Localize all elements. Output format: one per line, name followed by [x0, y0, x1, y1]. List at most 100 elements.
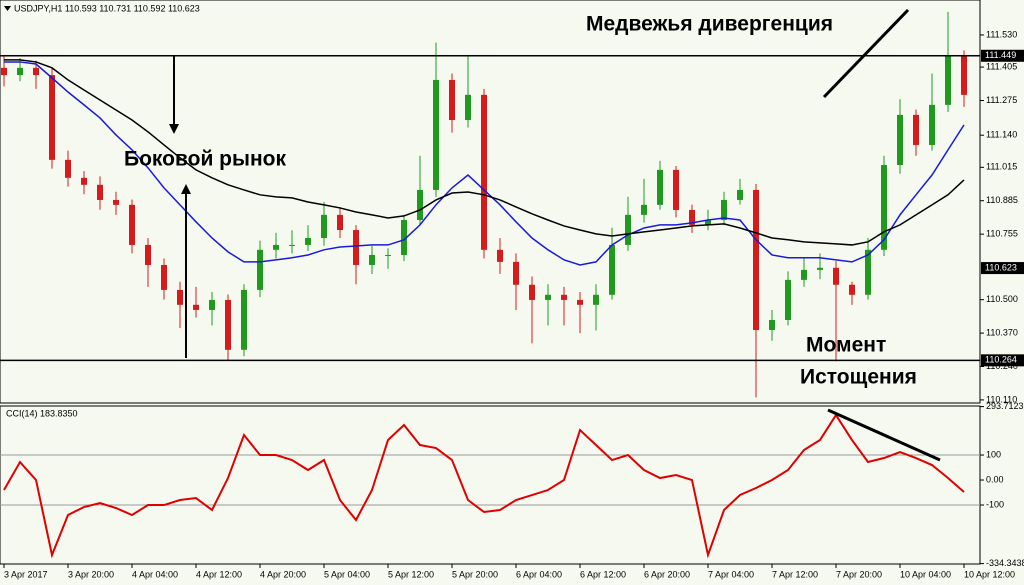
x-tick-label: 5 Apr 20:00	[452, 569, 498, 579]
candle-body	[881, 165, 887, 250]
y-tick-label: 110.370	[986, 327, 1018, 337]
candle-body	[49, 75, 55, 160]
x-tick-label: 10 Apr 04:00	[900, 569, 951, 579]
annotation: Медвежья дивергенция	[586, 13, 833, 36]
candle-body	[785, 279, 791, 320]
candle-body	[545, 294, 551, 300]
price-tag	[981, 49, 1024, 62]
x-tick-label: 6 Apr 12:00	[580, 569, 626, 579]
candle-body	[401, 220, 407, 255]
arrow-head	[169, 124, 179, 134]
candle-body	[753, 189, 759, 331]
candle-body	[801, 269, 807, 280]
candle-body	[705, 220, 711, 225]
candle-body	[833, 267, 839, 285]
candle-body	[257, 249, 263, 290]
x-tick-label: 6 Apr 20:00	[644, 569, 690, 579]
price-tag-label: 110.264	[985, 355, 1017, 365]
candle-body	[65, 159, 71, 178]
candle-body	[417, 189, 423, 221]
candle-body	[609, 244, 615, 295]
candle-body	[737, 189, 743, 200]
candle-body	[625, 214, 631, 245]
candle-body	[353, 230, 359, 265]
price-tag	[981, 262, 1024, 275]
candle-body	[145, 244, 151, 265]
candle-body	[17, 67, 23, 76]
y-tick-label: 111.530	[986, 29, 1017, 39]
candle-body	[817, 267, 823, 270]
y-tick-label: 111.405	[986, 61, 1017, 71]
x-tick-label: 4 Apr 20:00	[260, 569, 306, 579]
x-tick-label: 6 Apr 04:00	[516, 569, 562, 579]
candle-body	[369, 254, 375, 265]
candle-body	[33, 67, 39, 76]
candle-body	[721, 199, 727, 221]
candle-body	[641, 204, 647, 215]
divergence-line	[822, 8, 910, 99]
cci-panel	[0, 405, 981, 565]
y-tick-label: -334.3438	[986, 558, 1024, 568]
x-tick-label: 7 Apr 04:00	[708, 569, 754, 579]
candle-body	[81, 177, 87, 185]
x-tick-label: 10 Apr 12:00	[964, 569, 1015, 579]
candle-body	[769, 319, 775, 331]
x-tick-label: 5 Apr 12:00	[388, 569, 434, 579]
candle-body	[865, 249, 871, 295]
arrow-head	[181, 184, 191, 194]
candle-body	[433, 79, 439, 190]
candle-body	[529, 284, 535, 300]
candle-body	[241, 289, 247, 350]
candle-body	[273, 244, 279, 250]
candle-body	[673, 169, 679, 210]
y-tick-label: 111.275	[986, 95, 1017, 105]
price-panel	[0, 0, 981, 404]
x-tick-label: 3 Apr 20:00	[68, 569, 114, 579]
candle-body	[657, 169, 663, 205]
candle-body	[385, 254, 391, 256]
candle-body	[929, 104, 935, 145]
moving-average	[4, 61, 965, 266]
y-tick-label: 0.00	[986, 474, 1004, 484]
candle-body	[193, 304, 199, 310]
y-tick-label: -100	[986, 499, 1004, 509]
price-tag-label: 111.449	[985, 50, 1016, 60]
candle-body	[497, 249, 503, 262]
y-tick-label: 110.755	[986, 229, 1018, 239]
candle-body	[161, 264, 167, 290]
x-tick-label: 7 Apr 20:00	[836, 569, 882, 579]
candle-body	[305, 237, 311, 245]
y-tick-label: 293.7123	[986, 401, 1024, 411]
plot-layer	[0, 11, 980, 559]
annotation: Момент	[806, 334, 886, 357]
candle-body	[321, 214, 327, 238]
symbol-icon	[4, 6, 11, 11]
annotation: Истощения	[800, 366, 917, 389]
x-tick-label: 3 Apr 2017	[4, 569, 48, 579]
candle-body	[225, 299, 231, 350]
candle-body	[481, 94, 487, 250]
x-tick-label: 4 Apr 04:00	[132, 569, 178, 579]
y-tick-label: 110.110	[986, 394, 1017, 404]
candle-body	[465, 94, 471, 121]
cci-line	[3, 413, 965, 559]
candle-body	[177, 289, 183, 305]
candle-body	[289, 244, 295, 246]
moving-average	[4, 59, 965, 246]
candle-body	[897, 114, 903, 166]
y-tick-label: 110.885	[986, 195, 1018, 205]
annotation: Боковой рынок	[124, 148, 286, 171]
candle-body	[913, 114, 919, 145]
indicator-header: CCI(14) 183.8350	[6, 408, 78, 418]
x-tick-label: 5 Apr 04:00	[324, 569, 370, 579]
price-tag	[981, 354, 1024, 367]
y-tick-label: 111.015	[986, 162, 1017, 172]
y-tick-label: 110.500	[986, 294, 1018, 304]
candle-body	[449, 79, 455, 121]
y-tick-label: 111.140	[986, 130, 1017, 140]
cci-divergence-line	[827, 408, 941, 462]
x-tick-label: 7 Apr 12:00	[772, 569, 818, 579]
candle-body	[513, 261, 519, 285]
candle-body	[593, 294, 599, 305]
